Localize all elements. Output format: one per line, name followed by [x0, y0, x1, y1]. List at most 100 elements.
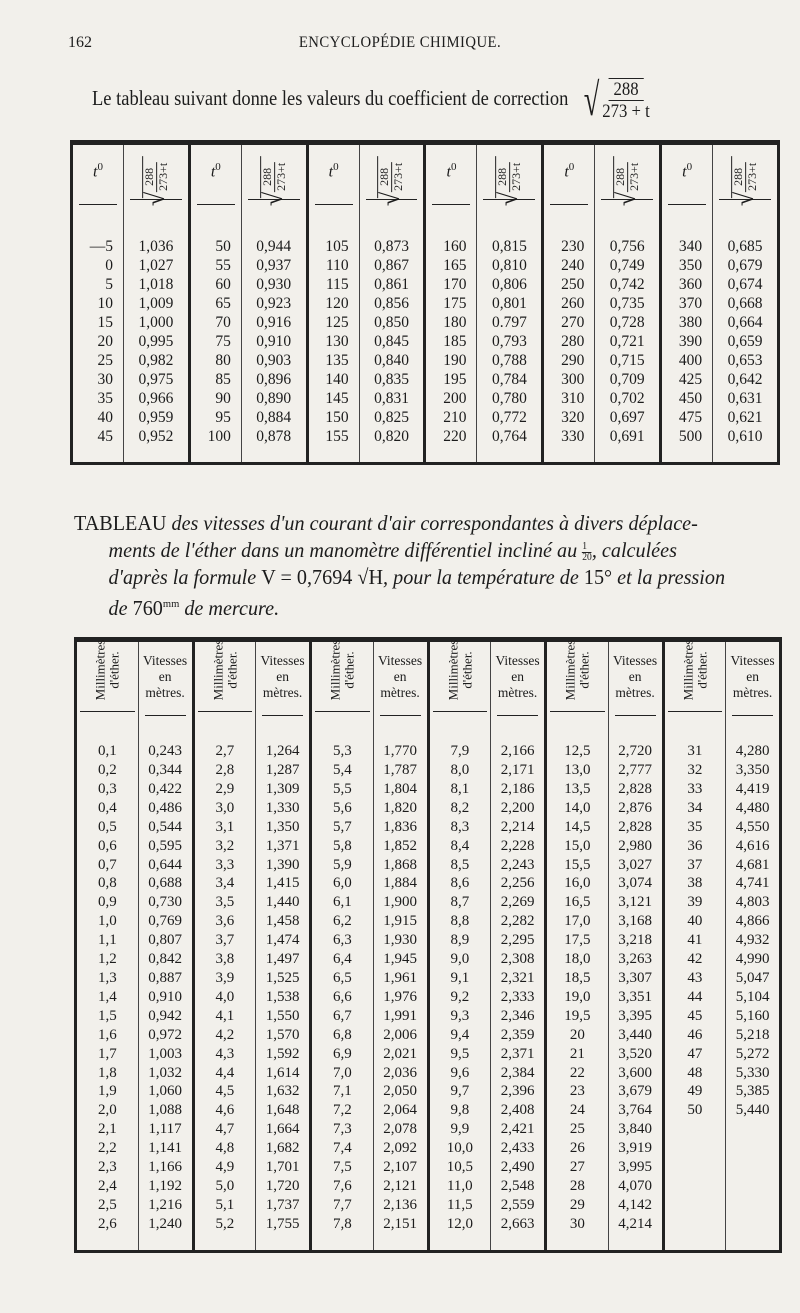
coefficient-cell: 0,930	[240, 275, 308, 294]
velocity-cell: 0,842	[137, 950, 193, 969]
millimetres-cell: 3,0	[191, 798, 256, 818]
coefficient-cell: 0,873	[358, 237, 425, 256]
header-text: d'éther.	[223, 651, 239, 689]
header-text: Millimètres	[209, 639, 225, 701]
millimetres-cell: 6,9	[309, 1044, 374, 1064]
millimetres-cell: 2,0	[97, 1102, 117, 1119]
formula-numerator: 288	[608, 78, 644, 101]
table-row: 25 0,982 80 0,903 135 0,840 190 0,788 290 0,715 40…	[72, 351, 779, 370]
millimetres-cell: 3,3	[191, 855, 256, 875]
coefficient-cell: 0,702	[594, 389, 661, 408]
degree-mark: 0	[450, 161, 457, 174]
table-row: 0,3 0,422 2,9 1,309 5,5 1,804 8,1 2,186 13,5 2,82…	[76, 779, 781, 799]
millimetres-cell: 49	[661, 1082, 726, 1102]
velocity-cell: 0,769	[137, 912, 193, 932]
degree-mark: 0	[686, 161, 693, 174]
millimetres-cell	[661, 1158, 726, 1177]
coefficient-cell: 0,610	[712, 427, 779, 446]
millimetres-cell: 17,0	[544, 912, 609, 932]
millimetres-cell: 3,6	[191, 912, 256, 932]
temperature-cell: 90	[187, 389, 242, 408]
millimetres-cell: 24	[544, 1101, 609, 1121]
header-text: Millimètres	[679, 639, 695, 701]
millimetres-cell: 1,6	[97, 1026, 117, 1043]
velocity-cell: 5,330	[725, 1063, 781, 1083]
velocity-cell: 2,408	[490, 1101, 546, 1121]
velocity-cell: 3,351	[607, 987, 663, 1007]
table-row: 2,6 1,240 5,2 1,755 7,8 2,151 12,0 2,663 30 4,214	[76, 1214, 781, 1234]
caption-text: , calculées	[591, 538, 677, 562]
millimetres-cell: 6,5	[309, 968, 374, 988]
millimetres-cell: 0,5	[97, 818, 117, 835]
column-header-velocity: Vitesses en mètres.	[725, 639, 781, 726]
millimetres-cell	[661, 1120, 726, 1140]
table-row: 1,8 1,032 4,4 1,614 7,0 2,036 9,6 2,384 22 3,600 4…	[76, 1063, 781, 1083]
temperature-cell: 75	[187, 332, 242, 351]
temperature-cell: 230	[541, 237, 595, 256]
column-header-velocity: Vitesses en mètres.	[255, 639, 311, 726]
caption-text: ments de l'éther dans un manomètre diffé…	[108, 538, 583, 562]
column-header-millimetres: Millimètres d'éther.	[426, 639, 491, 726]
coefficient-cell: 0,749	[594, 256, 661, 275]
velocity-cell: 2,243	[490, 855, 546, 875]
millimetres-cell: 18,5	[544, 968, 609, 988]
coefficient-cell: 0,910	[240, 332, 308, 351]
millimetres-cell: 0,2	[97, 762, 117, 779]
coef-denominator: 273+t	[509, 162, 524, 191]
velocity-cell: 1,415	[255, 874, 311, 894]
velocity-cell: 1,664	[255, 1120, 311, 1140]
velocity-cell: 3,840	[607, 1120, 663, 1140]
millimetres-cell: 2,5	[97, 1196, 117, 1213]
coefficient-cell: 0,856	[358, 294, 425, 313]
header-text: d'éther.	[576, 651, 592, 689]
millimetres-cell: 4,2	[191, 1025, 256, 1045]
temperature-cell: 200	[423, 389, 477, 408]
t-label: t	[210, 163, 216, 181]
millimetres-cell: 12,0	[426, 1214, 491, 1234]
velocity-cell: 2,078	[372, 1120, 428, 1140]
header-text: mètres.	[380, 684, 420, 700]
velocity-cell: 4,932	[725, 931, 781, 951]
millimetres-cell: 1,3	[97, 970, 117, 987]
millimetres-cell: 8,0	[426, 761, 491, 780]
table-row: 0,2 0,344 2,8 1,287 5,4 1,787 8,0 2,171 13,0 2,77…	[76, 761, 781, 780]
millimetres-cell: 10,5	[426, 1158, 491, 1177]
millimetres-cell: 11,0	[426, 1176, 491, 1196]
temperature-cell: 400	[659, 351, 713, 370]
table-row: 0,9 0,730 3,5 1,440 6,1 1,900 8,7 2,269 16,5 3,12…	[76, 893, 781, 913]
header-text: Vitesses	[142, 652, 188, 668]
header-text: en	[393, 668, 407, 684]
millimetres-cell: 20	[544, 1025, 609, 1045]
millimetres-cell: 4,4	[191, 1063, 256, 1083]
temperature-cell: 100	[187, 427, 242, 446]
velocity-cell: 1,961	[372, 968, 428, 988]
coefficient-cell: 0,780	[476, 389, 543, 408]
temperature-cell: 450	[659, 389, 713, 408]
coefficient-cell: 0,850	[358, 313, 425, 332]
coefficient-cell: 1,000	[123, 313, 190, 332]
millimetres-cell: 6,0	[309, 874, 374, 894]
velocity-cell: 0,422	[137, 779, 193, 799]
velocity-cell: 4,681	[725, 855, 781, 875]
millimetres-cell: 38	[661, 874, 726, 894]
intro-text: Le tableau suivant donne les valeurs du …	[92, 85, 569, 110]
temperature-cell: 140	[305, 370, 360, 389]
millimetres-cell: 4,5	[191, 1082, 256, 1102]
caption-text: de mercure.	[179, 596, 280, 620]
velocity-cell: 3,307	[607, 968, 663, 988]
velocity-cell: 3,520	[607, 1044, 663, 1064]
velocity-cell: 2,214	[490, 817, 546, 837]
degree-mark: 0	[568, 161, 575, 174]
velocity-cell: 5,047	[725, 968, 781, 988]
velocity-cell: 2,359	[490, 1025, 546, 1045]
temperature-cell: 185	[423, 332, 477, 351]
velocity-cell: 1,945	[372, 950, 428, 969]
millimetres-cell: 6,1	[309, 893, 374, 913]
temperature-cell: 350	[659, 256, 713, 275]
velocity-cell: 0,486	[137, 798, 193, 818]
velocity-cell: 4,550	[725, 817, 781, 837]
coefficient-cell: 0,845	[358, 332, 425, 351]
velocity-cell: 1,991	[372, 1006, 428, 1026]
table-row: 0,8 0,688 3,4 1,415 6,0 1,884 8,6 2,256 16,0 3,07…	[76, 874, 781, 894]
millimetres-cell: 4,6	[191, 1101, 256, 1121]
